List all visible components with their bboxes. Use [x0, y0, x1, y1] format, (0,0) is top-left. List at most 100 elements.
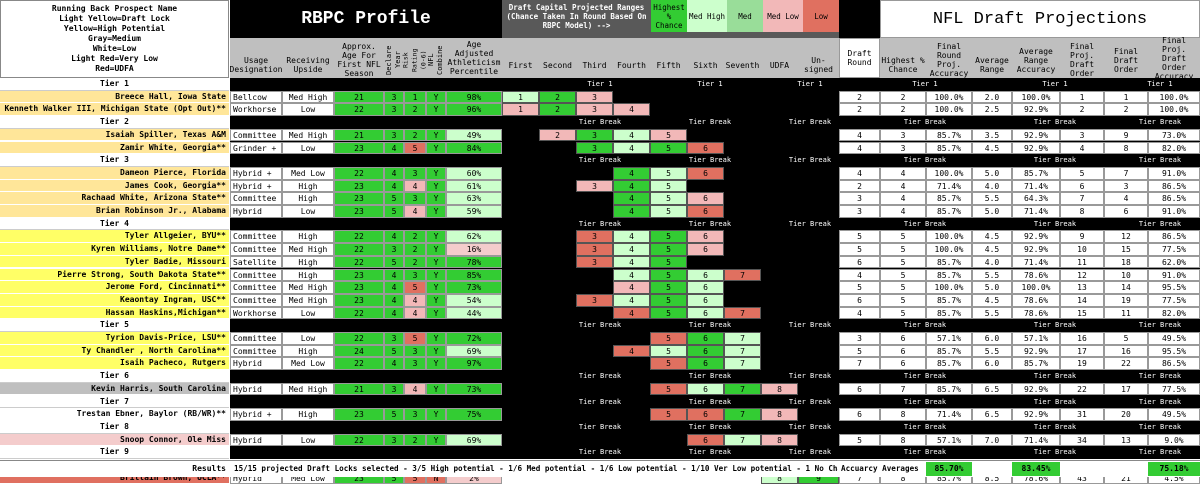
- proj-dr-cell: 5: [839, 230, 880, 244]
- round-chance-cell: 6: [687, 230, 724, 244]
- proj-fpo-cell: 8: [1060, 205, 1104, 218]
- tier-label: Tier 3: [0, 154, 229, 167]
- tier-break-label: Tier Break: [688, 372, 732, 381]
- chance-low: Low: [803, 0, 839, 32]
- age-cell: 24: [334, 344, 384, 358]
- round-chance-cell: 3: [576, 293, 613, 307]
- combine-cell: Y: [426, 243, 446, 256]
- hdr-round-0: First: [508, 60, 533, 70]
- tier-break-label: Tier Break: [578, 118, 622, 127]
- age-cell: 22: [334, 103, 384, 117]
- round-chance-cell: 4: [613, 344, 650, 358]
- column-headers: Usage Designation Receiving Upside Appro…: [0, 32, 1200, 81]
- usage-cell: Satellite +: [230, 255, 282, 269]
- proj-dr-cell: 5: [839, 243, 880, 256]
- hdr-avg-range: Average Range: [975, 56, 1009, 74]
- proj-ar-cell: 4.5: [972, 243, 1012, 256]
- combine-cell: Y: [426, 382, 446, 396]
- round-chance-cell: 6: [687, 332, 724, 345]
- tier-break-label: Tier Break: [578, 219, 622, 228]
- proj-fa-cell: 85.7%: [926, 306, 972, 320]
- round-chance-cell: 6: [687, 141, 724, 155]
- hdr-combine: NFL Combine: [427, 45, 444, 75]
- hdr-round-7: UDFA: [769, 60, 790, 70]
- proj-ara-cell: 71.4%: [1012, 179, 1060, 193]
- proj-fpo-cell: 1: [1060, 90, 1104, 104]
- proj-fa-cell: 71.4%: [926, 179, 972, 193]
- combine-cell: Y: [426, 166, 446, 180]
- usage-cell: Hybrid +: [230, 179, 282, 193]
- prospect-name: Hassan Haskins,Michigan**: [0, 306, 229, 320]
- proj-dr-cell: 4: [839, 128, 880, 142]
- receiving-cell: High: [282, 192, 334, 205]
- usage-cell: Hybrid: [230, 205, 282, 218]
- round-chance-cell: 6: [687, 293, 724, 307]
- proj-fpo-cell: 12: [1060, 268, 1104, 282]
- proj-hp-cell: 2: [880, 103, 926, 117]
- rbpc-title: RBPC Profile: [230, 0, 502, 38]
- athleticism-cell: 73%: [446, 382, 502, 396]
- proj-ar-cell: 6.0: [972, 357, 1012, 371]
- proj-fa-cell: 85.7%: [926, 255, 972, 269]
- proj-fa-cell: 85.7%: [926, 382, 972, 396]
- round-chance-cell: 3: [576, 255, 613, 269]
- proj-ara-cell: 92.9%: [1012, 103, 1060, 117]
- proj-foa-cell: 77.5%: [1148, 293, 1200, 307]
- proj-ara-cell: 100.0%: [1012, 90, 1060, 104]
- proj-ar-cell: 4.5: [972, 293, 1012, 307]
- proj-ar-cell: 3.5: [972, 128, 1012, 142]
- age-cell: 22: [334, 357, 384, 371]
- proj-dr-cell: 6: [839, 408, 880, 421]
- receiving-cell: Low: [282, 141, 334, 155]
- hdr-final-order-acc: Final Proj. Draft Order Accuracy: [1154, 35, 1194, 81]
- round-chance-cell: 3: [576, 90, 613, 104]
- draft-capital-note: Draft Capital Projected Ranges (Chance T…: [502, 0, 651, 32]
- proj-hp-cell: 2: [880, 90, 926, 104]
- round-chance-cell: 4: [613, 103, 650, 117]
- athleticism-cell: 16%: [446, 243, 502, 256]
- tier-break-label: Tier Break: [578, 321, 622, 330]
- proj-dr-cell: 6: [839, 255, 880, 269]
- athleticism-cell: 63%: [446, 192, 502, 205]
- tier-break-label: Tier Break: [688, 448, 732, 457]
- tier-label: Tier 4: [0, 217, 229, 231]
- declare-cell: 5: [384, 344, 404, 358]
- legend-box: Running Back Prospect Name Light Yellow=D…: [0, 0, 229, 78]
- usage-cell: Committee +: [230, 128, 282, 142]
- hdr-highest-pct: Highest % Chance: [881, 56, 925, 74]
- tier-break-label: Tier Break: [1138, 321, 1182, 330]
- tier-break-label: Tier Break: [1033, 321, 1077, 330]
- proj-fdo-cell: 15: [1104, 243, 1148, 256]
- proj-dr-cell: 4: [839, 141, 880, 155]
- proj-fdo-cell: 4: [1104, 192, 1148, 205]
- round-chance-cell: 8: [761, 408, 798, 421]
- athleticism-cell: 59%: [446, 205, 502, 218]
- tier-break-label: Tier Break: [903, 219, 947, 228]
- risk-cell: 3: [404, 357, 426, 371]
- round-chance-cell: 7: [724, 433, 761, 447]
- hdr-usage: Usage Designation: [229, 56, 283, 74]
- receiving-cell: High: [282, 255, 334, 269]
- round-chance-cell: 5: [650, 357, 687, 371]
- tier-break-label: Tier Break: [903, 321, 947, 330]
- risk-cell: 4: [404, 293, 426, 307]
- legend-line: Gray=Medium: [88, 34, 141, 43]
- proj-foa-cell: 86.5%: [1148, 179, 1200, 193]
- proj-hp-cell: 6: [880, 332, 926, 345]
- round-chance-cell: 6: [687, 382, 724, 396]
- age-cell: 23: [334, 268, 384, 282]
- proj-fpo-cell: 19: [1060, 357, 1104, 371]
- prospect-name: Breece Hall, Iowa State: [0, 90, 229, 104]
- accuracy-avg-final-round: 85.70%: [926, 462, 972, 476]
- round-chance-cell: 5: [650, 205, 687, 218]
- tier-break-label: Tier Break: [1138, 448, 1182, 457]
- usage-cell: Hybrid: [230, 433, 282, 447]
- round-chance-cell: 4: [613, 141, 650, 155]
- declare-cell: 3: [384, 382, 404, 396]
- proj-ara-cell: 64.3%: [1012, 192, 1060, 205]
- athleticism-cell: 78%: [446, 255, 502, 269]
- proj-fpo-cell: 34: [1060, 433, 1104, 447]
- athleticism-cell: 98%: [446, 90, 502, 104]
- accuracy-label: Accuarcy Averages: [841, 464, 919, 473]
- proj-hp-cell: 5: [880, 243, 926, 256]
